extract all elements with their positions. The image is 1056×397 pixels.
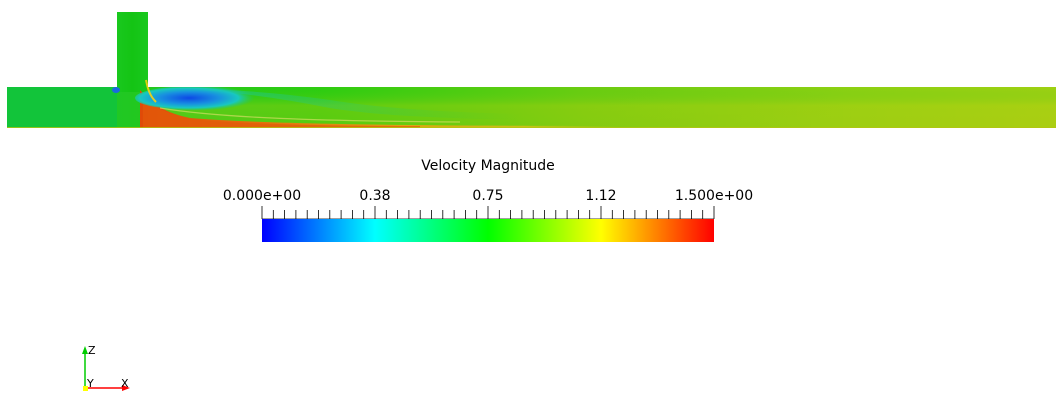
- scalar-bar-label-q1: 0.38: [359, 188, 390, 204]
- z-axis-label: Z: [88, 344, 96, 357]
- jet-core-inner: [143, 96, 420, 128]
- scalar-bar-label-q3: 1.12: [585, 188, 616, 204]
- x-axis-arrow: [122, 385, 130, 391]
- recirculation-zone: [135, 86, 255, 110]
- velocity-field: [7, 12, 1056, 128]
- scalar-bar-title: Velocity Magnitude: [421, 158, 555, 174]
- y-axis-label: Y: [86, 377, 94, 390]
- scalar-bar-label-mid: 0.75: [472, 188, 503, 204]
- scalar-bar-ticks: [261, 206, 715, 220]
- shear-streak: [159, 107, 461, 123]
- orientation-axes[interactable]: Z X Y: [82, 344, 130, 391]
- left-inlet-region: [7, 87, 117, 128]
- scalar-bar: Velocity Magnitude 0.000e+00 0.38 0.75 1…: [223, 158, 753, 242]
- upstream-corner-eddy: [112, 87, 120, 93]
- bottom-wall: [7, 127, 1056, 128]
- vertical-branch: [117, 12, 148, 92]
- scalar-bar-label-max: 1.500e+00: [675, 188, 753, 204]
- scalar-bar-gradient: [262, 219, 714, 242]
- origin-marker: [83, 386, 88, 391]
- main-pipe-shading: [145, 87, 1056, 128]
- recirculation-wake: [150, 88, 520, 120]
- x-axis-label: X: [121, 377, 129, 390]
- z-axis-arrow: [82, 346, 88, 354]
- shear-layer: [145, 79, 157, 103]
- scalar-bar-label-min: 0.000e+00: [223, 188, 301, 204]
